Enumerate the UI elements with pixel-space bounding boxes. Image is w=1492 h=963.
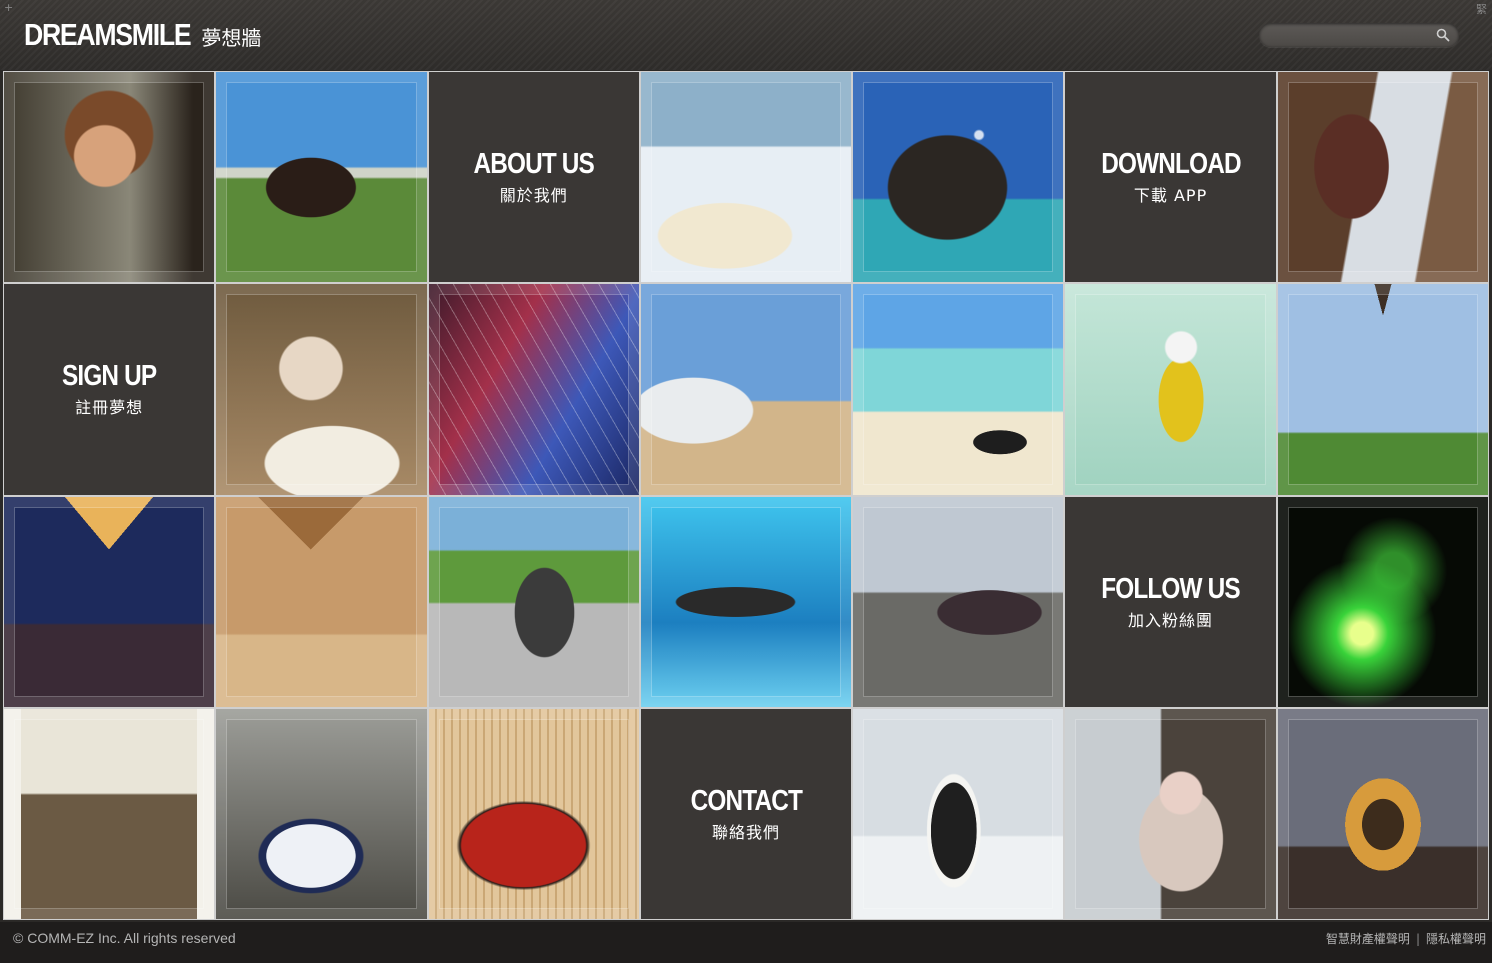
photo-tile-office-lounge[interactable]	[4, 708, 215, 919]
sign-up-subtitle: 註冊夢想	[75, 398, 144, 418]
search-icon[interactable]	[1436, 28, 1450, 42]
contact-tile[interactable]: CONTACT 聯絡我們	[640, 708, 852, 919]
photo-tile-noodles[interactable]	[428, 708, 639, 919]
logo-text-zh: 夢想牆	[201, 26, 262, 50]
photo-tile-arc-de-triomphe[interactable]	[1277, 708, 1488, 919]
photo-tile-eiffel-tower[interactable]	[1277, 284, 1488, 495]
photo-tile-beach-lying[interactable]	[853, 284, 1064, 495]
search-input[interactable]	[1269, 26, 1433, 46]
photo-tile-backpacker[interactable]	[428, 496, 639, 707]
download-app-tile[interactable]: DOWNLOAD 下載 APP	[1065, 72, 1276, 283]
ip-statement-link[interactable]: 智慧財產權聲明	[1325, 932, 1410, 946]
header: + DREAMSMILE 夢想牆 緊	[0, 0, 1492, 70]
photo-tile-swimmer[interactable]	[640, 496, 852, 707]
window-corner-glyph: 緊	[1476, 3, 1487, 16]
photo-tile-airplane-passenger[interactable]	[1277, 72, 1488, 283]
photo-tile-green-light[interactable]	[1277, 496, 1488, 707]
photo-tile-running-shoe[interactable]	[216, 708, 427, 919]
plus-icon: +	[4, 1, 14, 14]
follow-us-title: FOLLOW US	[1101, 572, 1240, 605]
about-us-subtitle: 關於我們	[499, 186, 568, 206]
footer-links: 智慧財產權聲明 | 隱私權聲明	[1326, 930, 1486, 947]
search-box	[1259, 23, 1459, 47]
photo-tile-child-crying[interactable]	[4, 72, 215, 283]
about-us-tile[interactable]: ABOUT US 關於我們	[428, 72, 639, 283]
logo-text-en: DREAMSMILE	[24, 17, 192, 52]
photo-tile-egypt-pyramids[interactable]	[216, 496, 427, 707]
footer: © COMM-EZ Inc. All rights reserved 智慧財產權…	[0, 922, 1492, 963]
download-title: DOWNLOAD	[1100, 148, 1241, 181]
about-us-title: ABOUT US	[473, 148, 594, 181]
photo-tile-cyclists[interactable]	[853, 496, 1064, 707]
photo-tile-horse-rider[interactable]	[216, 72, 427, 283]
photo-tile-girl-window[interactable]	[1065, 708, 1276, 919]
contact-subtitle: 聯絡我們	[711, 822, 780, 842]
photo-tile-baby-reading[interactable]	[216, 284, 427, 495]
download-subtitle: 下載 APP	[1133, 186, 1208, 206]
dream-wall-grid: ABOUT US 關於我們 DOWNLOAD 下載 APP SIGN UP 註冊…	[3, 71, 1489, 920]
privacy-statement-link[interactable]: 隱私權聲明	[1425, 932, 1486, 946]
photo-tile-guitar[interactable]	[428, 284, 639, 495]
photo-tile-polar-bears[interactable]	[640, 72, 852, 283]
contact-title: CONTACT	[690, 784, 802, 817]
photo-tile-splash[interactable]	[853, 72, 1064, 283]
follow-us-tile[interactable]: FOLLOW US 加入粉絲團	[1065, 496, 1276, 707]
photo-tile-louvre-pyramid[interactable]	[4, 496, 215, 707]
logo[interactable]: DREAMSMILE 夢想牆	[24, 17, 261, 57]
photo-tile-penguin[interactable]	[853, 708, 1064, 919]
sign-up-title: SIGN UP	[61, 360, 157, 393]
photo-tile-car-beach[interactable]	[640, 284, 852, 495]
sign-up-tile[interactable]: SIGN UP 註冊夢想	[4, 284, 215, 495]
footer-separator: |	[1415, 931, 1420, 946]
copyright-text: © COMM-EZ Inc. All rights reserved	[13, 930, 236, 946]
photo-tile-rollerblader[interactable]	[1065, 284, 1276, 495]
follow-us-subtitle: 加入粉絲團	[1128, 610, 1214, 630]
